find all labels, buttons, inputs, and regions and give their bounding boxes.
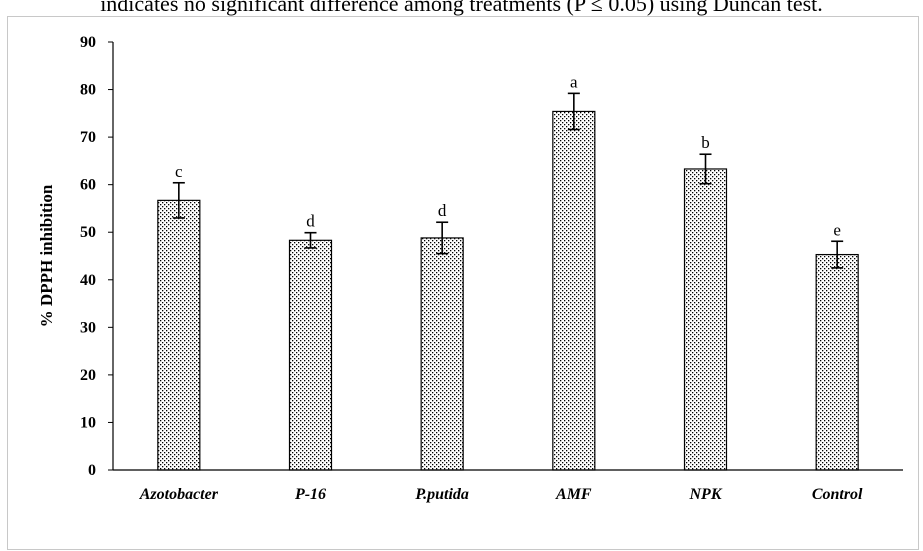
y-tick-label: 90	[80, 34, 96, 51]
y-tick-label: 40	[80, 272, 96, 289]
significance-labels: c d d a b e	[175, 72, 841, 239]
y-axis-ticks: 0 10 20 30 40 50 60 70 80 90	[80, 34, 113, 479]
bars	[157, 110, 859, 471]
significance-letter: c	[175, 162, 183, 181]
x-category-label: Azotobacter	[139, 486, 219, 503]
bar	[157, 199, 201, 471]
x-category-label: P-16	[294, 486, 326, 503]
significance-letter: a	[570, 72, 578, 91]
y-tick-label: 80	[80, 82, 96, 99]
x-axis-labels: Azotobacter P-16 P.putida AMF NPK Control	[139, 486, 863, 503]
y-axis-title: % DPPH inhibition	[37, 184, 56, 327]
bar	[552, 110, 596, 471]
y-tick-label: 30	[80, 319, 96, 336]
x-category-label: NPK	[689, 486, 723, 503]
bar	[288, 239, 333, 471]
y-tick-label: 70	[80, 129, 96, 146]
significance-letter: e	[833, 220, 841, 239]
error-bars	[172, 92, 844, 269]
x-category-label: AMF	[555, 486, 592, 503]
y-tick-label: 50	[80, 224, 96, 241]
y-tick-label: 20	[80, 367, 96, 384]
y-tick-label: 0	[88, 462, 96, 479]
significance-letter: d	[306, 212, 315, 231]
significance-letter: d	[438, 201, 447, 220]
bar	[420, 237, 464, 471]
x-category-label: P.putida	[414, 486, 469, 503]
figure-caption: indicates no significant difference amon…	[100, 0, 823, 16]
significance-letter: b	[701, 133, 710, 152]
y-tick-label: 10	[80, 414, 96, 431]
x-category-label: Control	[812, 486, 863, 503]
bar	[815, 253, 859, 471]
bar	[683, 168, 728, 471]
y-tick-label: 60	[80, 177, 96, 194]
